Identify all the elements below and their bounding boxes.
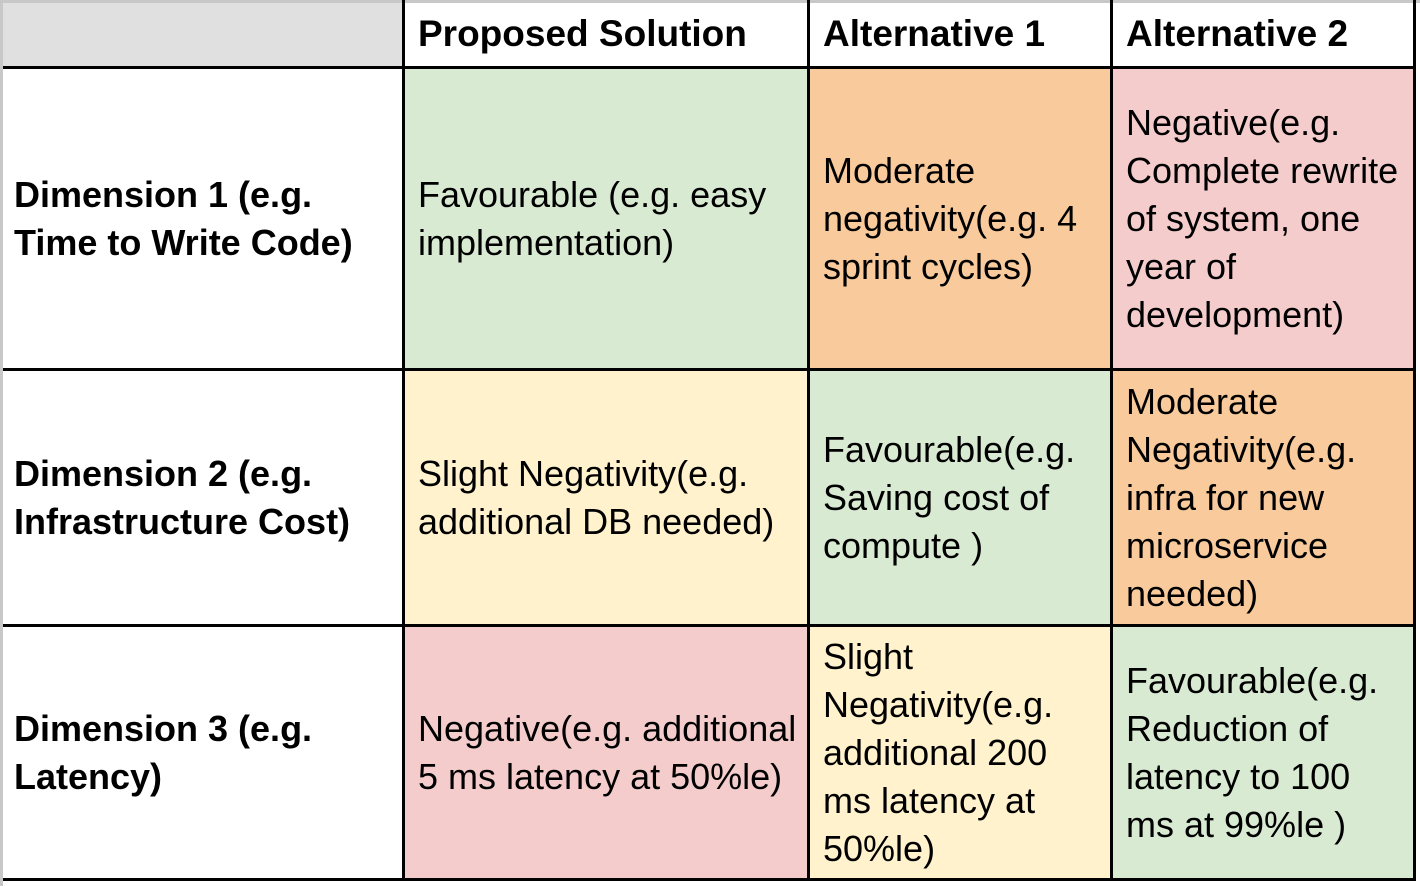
row-header-label: Dimension 1 (e.g. Time to Write Code)	[14, 174, 353, 263]
header-cell-corner[interactable]	[0, 0, 404, 68]
header-divider	[0, 66, 1416, 69]
table-cell-r1-proposed[interactable]: Favourable (e.g. easy implementation)	[404, 68, 809, 370]
column-header-label: Alternative 2	[1126, 13, 1349, 54]
table-cell-r1-alt2[interactable]: Negative(e.g. Complete rewrite of system…	[1112, 68, 1414, 370]
cell-text: Negative(e.g. Complete rewrite of system…	[1126, 102, 1399, 335]
cell-text: Slight Negativity(e.g. additional 200 ms…	[823, 636, 1054, 869]
cell-text: Negative(e.g. additional 5 ms latency at…	[418, 708, 797, 797]
cell-text: Favourable (e.g. easy implementation)	[418, 174, 767, 263]
top-border	[0, 0, 1420, 3]
table-cell-r3-alt2[interactable]: Favourable(e.g. Reduction of latency to …	[1112, 626, 1414, 880]
table-cell-r1-alt1[interactable]: Moderate negativity(e.g. 4 sprint cycles…	[809, 68, 1112, 370]
bottom-border	[0, 878, 1416, 881]
column-header-label: Alternative 1	[823, 13, 1046, 54]
column-header-alternative-1[interactable]: Alternative 1	[809, 0, 1112, 68]
column-header-alternative-2[interactable]: Alternative 2	[1112, 0, 1414, 68]
column-header-label: Proposed Solution	[418, 13, 747, 54]
row-header-label: Dimension 2 (e.g. Infrastructure Cost)	[14, 453, 351, 542]
cell-text: Moderate Negativity(e.g. infra for new m…	[1126, 381, 1357, 614]
column-divider-2	[807, 0, 810, 881]
table-cell-r3-proposed[interactable]: Negative(e.g. additional 5 ms latency at…	[404, 626, 809, 880]
cell-text: Slight Negativity(e.g. additional DB nee…	[418, 453, 775, 542]
column-divider-1	[402, 0, 405, 881]
column-header-proposed-solution[interactable]: Proposed Solution	[404, 0, 809, 68]
cell-text: Favourable(e.g. Reduction of latency to …	[1126, 660, 1379, 845]
row-header-dimension-2[interactable]: Dimension 2 (e.g. Infrastructure Cost)	[0, 370, 404, 626]
right-border	[1413, 0, 1416, 881]
row-divider-2	[0, 624, 1416, 627]
table-cell-r2-proposed[interactable]: Slight Negativity(e.g. additional DB nee…	[404, 370, 809, 626]
row-header-dimension-1[interactable]: Dimension 1 (e.g. Time to Write Code)	[0, 68, 404, 370]
left-border	[0, 0, 3, 886]
row-divider-1	[0, 368, 1416, 371]
cell-text: Moderate negativity(e.g. 4 sprint cycles…	[823, 150, 1078, 287]
table-cell-r2-alt2[interactable]: Moderate Negativity(e.g. infra for new m…	[1112, 370, 1414, 626]
column-divider-3	[1110, 0, 1113, 881]
table-cell-r3-alt1[interactable]: Slight Negativity(e.g. additional 200 ms…	[809, 626, 1112, 880]
table-cell-r2-alt1[interactable]: Favourable(e.g. Saving cost of compute )	[809, 370, 1112, 626]
row-header-label: Dimension 3 (e.g. Latency)	[14, 708, 313, 797]
row-header-dimension-3[interactable]: Dimension 3 (e.g. Latency)	[0, 626, 404, 880]
cell-text: Favourable(e.g. Saving cost of compute )	[823, 429, 1076, 566]
